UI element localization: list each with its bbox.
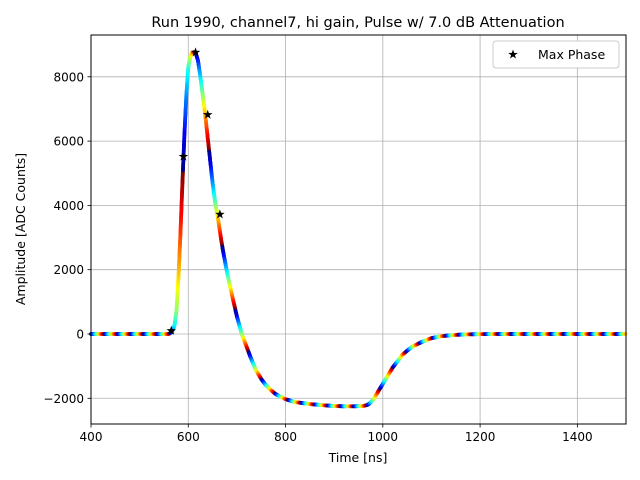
max-phase-star: [202, 109, 213, 119]
y-tick-label: 0: [76, 327, 84, 341]
x-tick-label: 600: [177, 430, 200, 444]
max-phase-star: [215, 209, 225, 219]
legend-label: Max Phase: [538, 47, 605, 62]
y-axis-label: Amplitude [ADC Counts]: [13, 153, 28, 305]
y-tick-label: 4000: [53, 199, 84, 213]
x-tick-label: 1400: [562, 430, 593, 444]
max-phase-star: [166, 325, 177, 335]
x-tick-label: 400: [80, 430, 103, 444]
legend: Max Phase: [492, 40, 620, 69]
chart-title: Run 1990, channel7, hi gain, Pulse w/ 7.…: [151, 15, 564, 31]
y-tick-label: 8000: [53, 70, 84, 84]
pulse-point: [623, 332, 628, 336]
plot-frame: [90, 34, 627, 425]
y-tick-label: 6000: [53, 135, 84, 149]
y-tick-label: −2000: [43, 392, 84, 406]
max-phase-series: [166, 47, 225, 335]
x-tick-label: 1200: [465, 430, 496, 444]
max-phase-star: [178, 151, 189, 161]
y-axis-ticks: −2000 0 2000 4000 6000 8000: [43, 70, 91, 406]
grid-lines: [90, 35, 626, 424]
legend-star-icon: [508, 49, 518, 59]
x-tick-label: 1000: [368, 430, 399, 444]
y-tick-label: 2000: [53, 263, 84, 277]
x-axis-ticks: 400 600 800 1000 1200 1400: [80, 424, 593, 444]
pulse-series: [89, 50, 628, 409]
x-axis-label: Time [ns]: [328, 450, 388, 465]
x-tick-label: 800: [274, 430, 297, 444]
max-phase-star: [190, 47, 201, 57]
legend-box: [492, 40, 620, 69]
